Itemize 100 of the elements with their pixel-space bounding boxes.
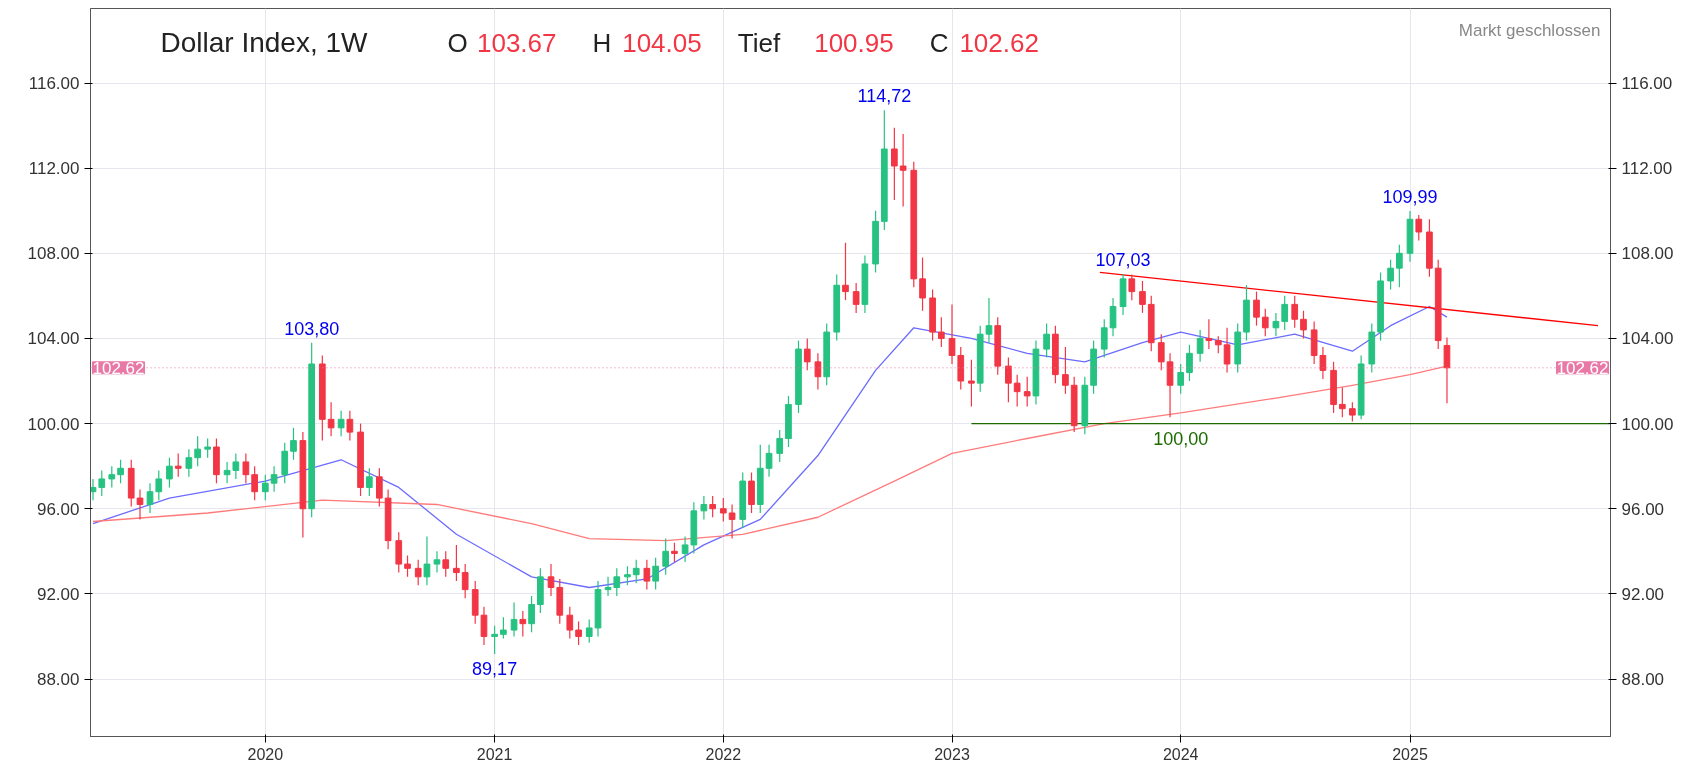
candlestick bbox=[1205, 318, 1213, 350]
candlestick bbox=[1157, 333, 1165, 371]
candlestick bbox=[624, 565, 631, 586]
candlestick bbox=[1196, 329, 1204, 363]
y-tick-label: 92.00 bbox=[36, 584, 80, 604]
ref-line-label: 102.62 bbox=[92, 358, 145, 378]
candlestick bbox=[270, 465, 278, 493]
y2-tick-label: 96.00 bbox=[1621, 499, 1665, 519]
candlestick bbox=[728, 503, 736, 540]
candlestick bbox=[1387, 259, 1394, 291]
candlestick bbox=[681, 535, 689, 563]
annotation: 103,80 bbox=[284, 318, 340, 339]
candlestick bbox=[1396, 244, 1403, 288]
candlestick bbox=[1043, 322, 1050, 359]
candlestick bbox=[814, 352, 822, 391]
candlestick bbox=[404, 554, 411, 578]
x-tick-label: 2025 bbox=[1392, 745, 1428, 763]
y-tick-label: 96.00 bbox=[36, 499, 80, 519]
candlestick bbox=[1261, 308, 1269, 337]
x-tick-label: 2024 bbox=[1162, 745, 1199, 763]
candlestick bbox=[1166, 352, 1174, 418]
candlestick bbox=[1272, 312, 1280, 337]
candlestick bbox=[375, 467, 383, 508]
candlestick bbox=[433, 550, 441, 574]
x-tick-label: 2021 bbox=[476, 745, 513, 763]
candlestick bbox=[136, 488, 144, 520]
candlestick bbox=[395, 531, 403, 574]
candlestick bbox=[891, 127, 898, 201]
candlestick bbox=[919, 256, 926, 312]
candlestick bbox=[1062, 346, 1069, 395]
candlestick bbox=[453, 544, 460, 582]
y-tick-label: 108.00 bbox=[27, 244, 80, 264]
candlestick bbox=[500, 616, 507, 640]
candlestick bbox=[719, 497, 727, 523]
candlestick bbox=[1128, 273, 1136, 301]
candlestick bbox=[461, 563, 469, 599]
candlestick bbox=[899, 133, 907, 208]
x-tick-label: 2020 bbox=[247, 745, 284, 763]
candlestick bbox=[327, 401, 335, 437]
candlestick bbox=[776, 429, 784, 463]
candlestick bbox=[643, 559, 651, 591]
candlestick bbox=[194, 435, 201, 467]
candlestick bbox=[442, 550, 450, 578]
candlestick bbox=[985, 297, 993, 344]
y-tick-label: 116.00 bbox=[28, 74, 80, 93]
candlestick bbox=[108, 465, 116, 489]
y2-tick-label: 104.00 bbox=[1621, 329, 1674, 349]
candlestick bbox=[585, 618, 593, 644]
candlestick bbox=[146, 482, 154, 514]
candlestick bbox=[1186, 344, 1193, 382]
y2-tick-label: 108.00 bbox=[1621, 244, 1674, 264]
candlestick bbox=[423, 535, 431, 586]
candlestick bbox=[1223, 327, 1231, 374]
y2-tick-label: 88.00 bbox=[1621, 670, 1665, 690]
candlestick bbox=[281, 442, 289, 484]
candlestick bbox=[1109, 297, 1117, 337]
candlestick bbox=[803, 337, 811, 371]
y2-tick-label: 116.00 bbox=[1621, 74, 1673, 93]
y-tick-label: 100.00 bbox=[27, 414, 80, 434]
candlestick bbox=[1300, 310, 1307, 340]
candlestick bbox=[491, 625, 498, 655]
candlestick bbox=[155, 469, 163, 501]
candlestick bbox=[968, 359, 975, 408]
candlestick bbox=[671, 542, 678, 563]
candlestick bbox=[1281, 295, 1289, 331]
annotation: 107,03 bbox=[1095, 249, 1151, 270]
candlestick bbox=[261, 474, 269, 501]
candlestick bbox=[1415, 214, 1423, 242]
candlestick bbox=[709, 495, 717, 518]
x-tick-label: 2022 bbox=[705, 745, 742, 763]
annotation: 114,72 bbox=[857, 86, 912, 107]
candlestick bbox=[365, 467, 373, 497]
annotation: 89,17 bbox=[472, 659, 518, 680]
text: O 103.67 H 104.05 Tief 100.95 C 102.62 bbox=[447, 27, 1039, 58]
candlestick bbox=[575, 620, 582, 646]
candlestick bbox=[185, 448, 193, 478]
candlestick bbox=[480, 606, 488, 646]
candlestick bbox=[117, 459, 124, 484]
candlestick bbox=[251, 465, 259, 501]
candlestick bbox=[852, 282, 860, 314]
candlestick bbox=[528, 595, 535, 633]
candlestick bbox=[842, 242, 849, 301]
candlestick bbox=[1253, 291, 1260, 327]
candlestick bbox=[346, 410, 354, 442]
candlestick bbox=[662, 537, 670, 576]
candlestick bbox=[1139, 280, 1146, 314]
candlestick bbox=[204, 437, 212, 459]
candlestick bbox=[1177, 363, 1185, 395]
annotation: Markt geschlossen bbox=[1458, 21, 1601, 40]
candlestick bbox=[519, 610, 527, 638]
annotation: 100,00 bbox=[1153, 428, 1209, 449]
candlestick bbox=[632, 559, 640, 584]
candlestick bbox=[510, 601, 518, 638]
candlestick bbox=[652, 557, 659, 591]
candlestick bbox=[1005, 357, 1012, 403]
candlestick bbox=[700, 495, 708, 520]
candlestick bbox=[547, 563, 555, 597]
candlestick bbox=[290, 427, 297, 461]
y2-tick-label: 92.00 bbox=[1621, 584, 1665, 604]
candlestick bbox=[765, 444, 773, 478]
